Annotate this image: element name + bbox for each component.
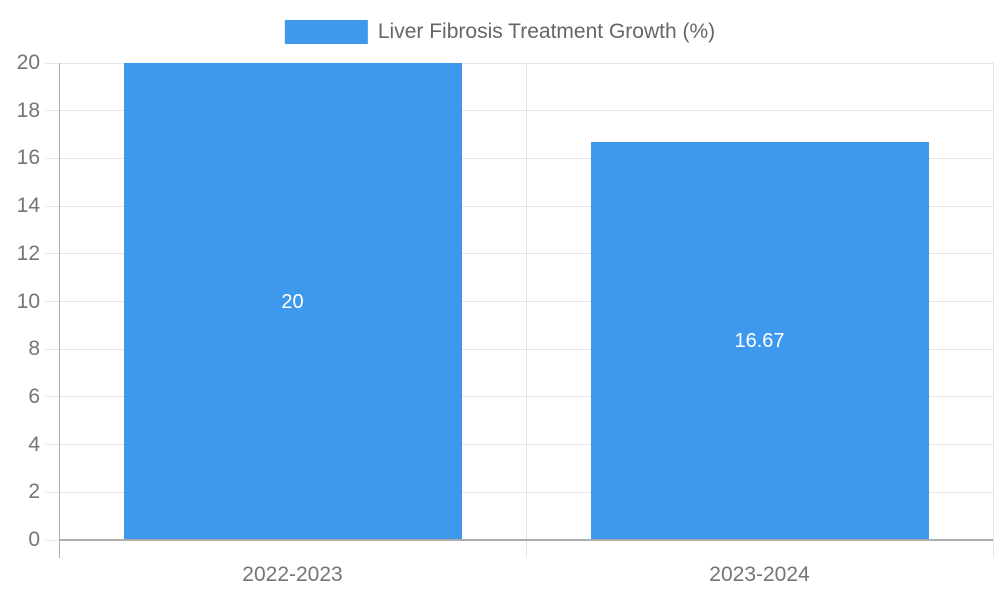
x-axis-tick — [992, 540, 994, 558]
y-axis-tick — [45, 396, 59, 398]
y-axis-tick — [45, 62, 59, 64]
y-axis-tick-label: 16 — [16, 146, 40, 170]
vertical-gridline — [992, 63, 994, 540]
y-axis-line — [58, 63, 60, 540]
y-axis-tick — [45, 539, 59, 541]
y-axis-tick-label: 12 — [16, 241, 40, 265]
y-axis-tick-label: 4 — [28, 432, 40, 456]
x-axis-baseline — [59, 538, 993, 541]
bar[interactable] — [590, 142, 929, 540]
y-axis-tick — [45, 110, 59, 112]
y-axis-tick-label: 14 — [16, 194, 40, 218]
y-axis-tick — [45, 205, 59, 207]
y-axis-tick — [45, 253, 59, 255]
y-axis-tick — [45, 157, 59, 159]
y-axis-tick — [45, 301, 59, 302]
y-axis-tick — [45, 348, 59, 350]
y-axis-tick-label: 8 — [28, 337, 40, 361]
y-axis-tick-label: 18 — [16, 98, 40, 122]
y-axis-tick-label: 0 — [28, 528, 40, 551]
y-axis-tick — [45, 491, 59, 493]
x-axis-label: 2022-2023 — [242, 563, 343, 586]
plot-area: 20 16.67 — [58, 62, 994, 541]
x-axis-tick — [58, 540, 60, 558]
x-axis-label: 2023-2024 — [709, 563, 810, 586]
y-axis-tick — [45, 444, 59, 446]
y-axis-tick-label: 6 — [28, 384, 40, 408]
y-axis-tick-label: 2 — [28, 480, 40, 504]
vertical-gridline — [525, 63, 527, 540]
y-axis-tick-label: 10 — [16, 289, 40, 313]
legend: Liver Fibrosis Treatment Growth (%) — [284, 19, 716, 45]
y-axis-tick-label: 20 — [16, 51, 40, 74]
legend-swatch — [284, 20, 368, 44]
x-axis-tick — [525, 540, 527, 558]
legend-label: Liver Fibrosis Treatment Growth (%) — [377, 20, 716, 43]
bar[interactable] — [123, 63, 462, 540]
